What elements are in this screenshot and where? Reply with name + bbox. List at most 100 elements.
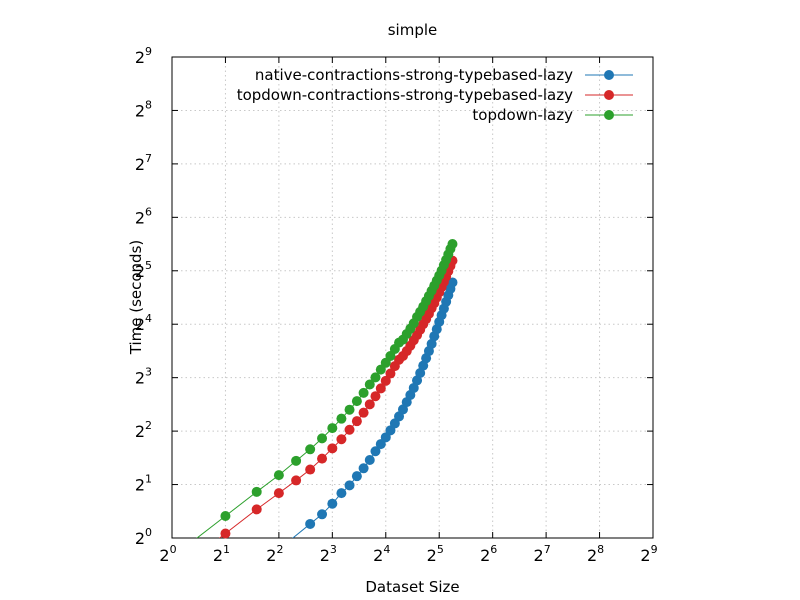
x-tick-exponent: 8 — [597, 543, 604, 556]
data-point — [317, 509, 328, 520]
data-point — [358, 463, 369, 474]
data-point — [251, 504, 262, 515]
data-point — [375, 383, 386, 394]
y-tick-exponent: 2 — [145, 419, 152, 432]
series-topdown-contractions-strong-typebased-lazy — [218, 255, 458, 539]
series-native-contractions-strong-typebased-lazy — [292, 277, 458, 538]
y-tick-base: 2 — [135, 101, 145, 120]
legend-marker — [604, 110, 614, 120]
data-point — [344, 480, 355, 491]
data-point — [351, 396, 362, 407]
y-tick-base: 2 — [135, 369, 145, 388]
data-point — [317, 453, 328, 464]
x-tick-label: 24 — [373, 543, 390, 565]
y-tick-exponent: 9 — [145, 45, 152, 58]
data-point — [327, 423, 338, 434]
x-tick-base: 2 — [587, 546, 597, 565]
data-point — [317, 433, 328, 444]
x-tick-exponent: 6 — [490, 543, 497, 556]
x-tick-base: 2 — [320, 546, 330, 565]
legend-label: topdown-lazy — [472, 106, 573, 124]
x-tick-base: 2 — [640, 546, 650, 565]
y-tick-exponent: 7 — [145, 152, 152, 165]
chart-title: simple — [388, 21, 438, 39]
x-tick-exponent: 1 — [223, 543, 230, 556]
data-point — [251, 486, 262, 497]
plot-frame — [171, 56, 654, 539]
y-tick-base: 2 — [135, 155, 145, 174]
data-point — [358, 387, 369, 398]
data-point — [220, 528, 231, 539]
data-point — [291, 455, 302, 466]
x-tick-exponent: 3 — [330, 543, 337, 556]
legend-entry: topdown-lazy — [472, 106, 633, 124]
data-point — [327, 443, 338, 454]
data-point — [447, 277, 458, 288]
legend-entry: topdown-contractions-strong-typebased-la… — [237, 86, 633, 104]
x-tick-base: 2 — [427, 546, 437, 565]
data-point — [370, 391, 381, 402]
y-tick-exponent: 0 — [145, 526, 152, 539]
grid — [172, 57, 653, 538]
data-point — [336, 488, 347, 499]
data-point — [370, 446, 381, 457]
data-point — [364, 455, 375, 466]
x-tick-base: 2 — [373, 546, 383, 565]
data-point — [351, 416, 362, 427]
x-tick-exponent: 9 — [651, 543, 658, 556]
data-point — [336, 413, 347, 424]
y-tick-label: 20 — [135, 526, 152, 548]
x-tick-label: 23 — [320, 543, 337, 565]
y-tick-label: 28 — [135, 98, 152, 120]
data-point — [447, 238, 458, 249]
y-tick-base: 2 — [135, 262, 145, 281]
x-tick-exponent: 0 — [170, 543, 177, 556]
x-tick-label: 26 — [480, 543, 497, 565]
y-tick-exponent: 3 — [145, 366, 152, 379]
y-tick-label: 26 — [135, 205, 152, 227]
data-point — [408, 382, 419, 393]
y-axis-label: Time (seconds) — [127, 240, 145, 356]
x-tick-base: 2 — [266, 546, 276, 565]
x-tick-exponent: 2 — [276, 543, 283, 556]
y-tick-label: 22 — [135, 419, 152, 441]
data-point — [291, 475, 302, 486]
data-point — [305, 464, 316, 475]
data-point — [426, 338, 437, 349]
data-point — [336, 434, 347, 445]
y-tick-exponent: 8 — [145, 98, 152, 111]
data-point — [370, 372, 381, 383]
legend-label: topdown-contractions-strong-typebased-la… — [237, 86, 573, 104]
x-tick-base: 2 — [534, 546, 544, 565]
y-tick-label: 24 — [135, 312, 152, 334]
x-tick-label: 29 — [640, 543, 657, 565]
y-tick-base: 2 — [135, 529, 145, 548]
x-tick-label: 22 — [266, 543, 283, 565]
legend-marker — [604, 90, 614, 100]
data-point — [364, 379, 375, 390]
x-tick-exponent: 4 — [383, 543, 390, 556]
y-tick-base: 2 — [135, 476, 145, 495]
y-tick-exponent: 6 — [145, 205, 152, 218]
x-tick-base: 2 — [480, 546, 490, 565]
legend-entry: native-contractions-strong-typebased-laz… — [255, 66, 633, 84]
data-point — [344, 424, 355, 435]
data-point — [273, 470, 284, 481]
x-tick-exponent: 5 — [437, 543, 444, 556]
y-tick-exponent: 4 — [145, 312, 152, 325]
series-topdown-lazy — [196, 238, 458, 538]
series — [196, 238, 458, 539]
x-tick-label: 21 — [213, 543, 230, 565]
data-point — [380, 375, 391, 386]
data-point — [327, 498, 338, 509]
x-tick-base: 2 — [213, 546, 223, 565]
y-tick-base: 2 — [135, 422, 145, 441]
x-axis-label: Dataset Size — [365, 578, 459, 596]
x-tick-label: 27 — [534, 543, 551, 565]
data-point — [220, 511, 231, 522]
legend-marker — [604, 70, 614, 80]
x-tick-label: 20 — [159, 543, 176, 565]
y-tick-label: 29 — [135, 45, 152, 67]
legend-label: native-contractions-strong-typebased-laz… — [255, 66, 573, 84]
data-point — [273, 488, 284, 499]
